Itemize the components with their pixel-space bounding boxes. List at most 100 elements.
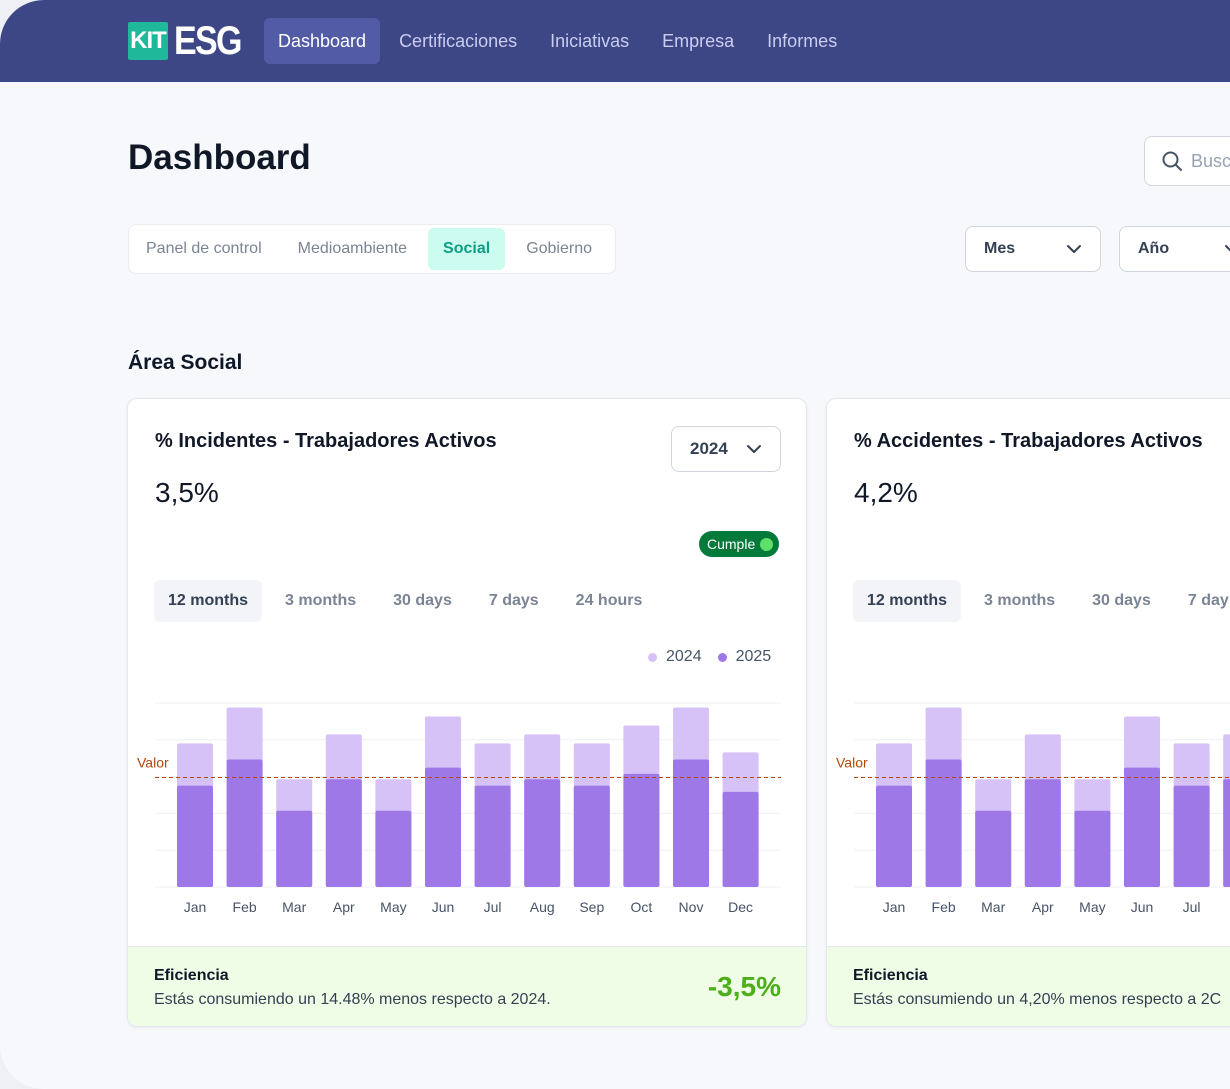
accidentes-bar-chart: JanFebMarAprMayJunJulAValor xyxy=(836,702,1230,915)
chevron-down-icon xyxy=(747,445,761,453)
bar-2025-jan xyxy=(876,785,912,887)
nav-iniciativas[interactable]: Iniciativas xyxy=(550,30,630,51)
tab-gobierno[interactable]: Gobierno xyxy=(526,240,593,257)
kit-esg-logo[interactable]: KIT ESG xyxy=(128,21,252,61)
range-tabs: 12 months 3 months 30 days 7 day xyxy=(853,580,1230,622)
year-select-label: Año xyxy=(1138,240,1170,257)
main-nav: Dashboard Certificaciones Iniciativas Em… xyxy=(264,18,856,64)
incidentes-bar-chart: Jan Feb Mar Apr May Jun Jul Aug Sep Oct Nov Dec Valo… xyxy=(137,702,781,915)
x-tick-label: Oct xyxy=(631,899,653,915)
card-year-label: 2024 xyxy=(690,439,728,458)
tab-social[interactable]: Social xyxy=(428,228,506,270)
range-tab-12-months[interactable]: 12 months xyxy=(154,580,263,622)
top-navbar: KIT ESG Dashboard Certificaciones Inicia… xyxy=(0,0,1230,82)
nav-empresa[interactable]: Empresa xyxy=(662,30,735,51)
x-tick-label: Sep xyxy=(579,899,604,915)
x-tick-label: Feb xyxy=(233,899,257,915)
valor-label: Valor xyxy=(836,754,868,770)
legend-dot-2025-icon xyxy=(717,652,727,662)
bar-2025-mar xyxy=(975,810,1012,887)
nav-dashboard[interactable]: Dashboard xyxy=(264,18,381,64)
legend-label-2024: 2024 xyxy=(666,648,702,665)
status-badge: Cumple xyxy=(699,531,780,557)
x-tick-label: Apr xyxy=(1032,899,1054,915)
legend-item-2025: 2025 xyxy=(717,648,772,666)
range-tab-30-days[interactable]: 30 days xyxy=(1092,592,1151,609)
search-placeholder: Busc xyxy=(1191,150,1230,171)
x-tick-label: May xyxy=(380,899,406,915)
efficiency-footer: Eficiencia Estás consumiendo un 4,20% me… xyxy=(827,946,1230,1026)
x-tick-label: Jun xyxy=(432,899,455,915)
logo-esg-text: ESG xyxy=(174,19,242,63)
bar-2025-jul xyxy=(1173,785,1210,887)
x-tick-label: Jun xyxy=(1131,899,1154,915)
bar-2025-apr xyxy=(325,779,362,887)
card-year-select[interactable]: 2024 xyxy=(671,426,781,472)
range-tab-3-months[interactable]: 3 months xyxy=(285,592,357,609)
nav-informes[interactable]: Informes xyxy=(767,30,838,51)
month-select[interactable]: Mes xyxy=(965,226,1101,272)
range-tab-7-days[interactable]: 7 days xyxy=(488,592,539,609)
bar-2025-may xyxy=(375,810,412,887)
bar-2025-may xyxy=(1074,810,1111,887)
bar-2025-jan xyxy=(177,785,213,887)
bar-2025-nov xyxy=(673,759,709,887)
footer-text: Estás consumiendo un 14.48% menos respec… xyxy=(154,991,551,1008)
footer-title: Eficiencia xyxy=(853,967,928,984)
x-tick-label: Aug xyxy=(530,899,555,915)
range-tab-7-days[interactable]: 7 day xyxy=(1187,592,1229,609)
range-tabs: 12 months 3 months 30 days 7 days 24 hou… xyxy=(154,580,665,622)
bar-2025-a xyxy=(1223,779,1230,887)
x-tick-label: Nov xyxy=(679,899,704,915)
card-title: % Incidentes - Trabajadores Activos xyxy=(155,430,497,452)
logo-kit-mark: KIT xyxy=(128,22,168,60)
status-badge-label: Cumple xyxy=(707,536,756,552)
legend-item-2024: 2024 xyxy=(648,648,702,666)
x-tick-label: Jul xyxy=(484,899,502,915)
bar-2025-feb xyxy=(226,759,263,887)
x-tick-label: Apr xyxy=(333,899,355,915)
tab-panel-de-control[interactable]: Panel de control xyxy=(146,240,262,257)
footer-text: Estás consumiendo un 4,20% menos respect… xyxy=(853,991,1222,1008)
footer-title: Eficiencia xyxy=(154,967,229,984)
month-select-label: Mes xyxy=(984,240,1016,257)
x-tick-label: Mar xyxy=(282,899,306,915)
x-tick-label: Mar xyxy=(981,899,1005,915)
bar-2025-aug xyxy=(524,779,561,887)
efficiency-footer: Eficiencia Estás consumiendo un 14.48% m… xyxy=(128,946,806,1026)
category-tabs: Panel de control Medioambiente Social Go… xyxy=(128,224,617,274)
year-select[interactable]: Año xyxy=(1119,226,1230,272)
card-value: 3,5% xyxy=(155,477,219,508)
range-tab-3-months[interactable]: 3 months xyxy=(984,592,1056,609)
bar-2025-jun xyxy=(1124,767,1160,887)
page-title: Dashboard xyxy=(128,138,311,177)
bar-2025-sep xyxy=(573,785,610,887)
chevron-down-icon xyxy=(1225,245,1230,252)
card-title: % Accidentes - Trabajadores Activos xyxy=(854,430,1203,452)
chevron-down-icon xyxy=(1067,245,1081,253)
valor-label: Valor xyxy=(137,754,169,770)
status-dot-icon xyxy=(760,537,774,551)
x-tick-label: Dec xyxy=(728,899,753,915)
bar-2025-jul xyxy=(474,785,511,887)
x-tick-label: Jan xyxy=(883,899,906,915)
x-tick-label: Feb xyxy=(932,899,956,915)
card-value: 4,2% xyxy=(854,477,918,508)
range-tab-12-months[interactable]: 12 months xyxy=(853,580,962,622)
nav-certificaciones[interactable]: Certificaciones xyxy=(399,30,518,51)
bar-2025-dec xyxy=(722,791,759,887)
range-tab-24-hours[interactable]: 24 hours xyxy=(575,592,643,609)
x-tick-label: Jul xyxy=(1183,899,1201,915)
range-tab-30-days[interactable]: 30 days xyxy=(393,592,452,609)
tab-medioambiente[interactable]: Medioambiente xyxy=(297,240,408,257)
search-icon xyxy=(1162,151,1182,171)
bar-2025-mar xyxy=(276,810,313,887)
search-input[interactable]: Busc xyxy=(1144,136,1230,186)
bar-2025-jun xyxy=(425,767,461,887)
incidentes-card: % Incidentes - Trabajadores Activos 3,5%… xyxy=(127,398,807,1027)
bar-2025-apr xyxy=(1024,779,1061,887)
x-tick-label: Jan xyxy=(184,899,207,915)
legend-label-2025: 2025 xyxy=(735,648,772,665)
bar-2025-oct xyxy=(623,773,660,887)
